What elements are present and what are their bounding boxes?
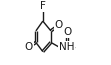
Text: F: F bbox=[40, 1, 46, 11]
Text: O: O bbox=[55, 20, 63, 30]
Text: O: O bbox=[63, 27, 71, 37]
Text: NH: NH bbox=[59, 42, 74, 52]
Text: O: O bbox=[25, 42, 33, 52]
